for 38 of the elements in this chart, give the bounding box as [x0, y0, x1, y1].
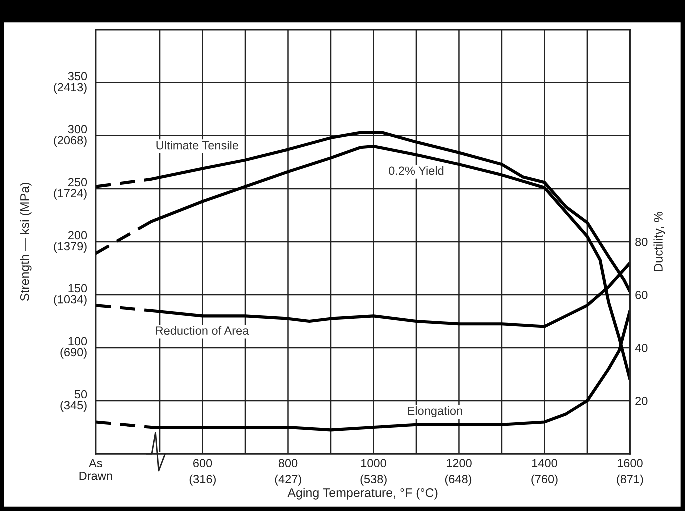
y-tick-label: 250 [68, 178, 88, 187]
y2-tick-label: 60 [636, 291, 648, 300]
x-tick-label: 600 [194, 459, 212, 468]
series-label: Reduction of Area [156, 326, 250, 336]
y-tick-label: 100 [68, 337, 88, 346]
y3-tick-label: (690) [60, 348, 87, 359]
x-tick-label: 1400 [532, 459, 558, 468]
x-tick-label: 1600 [618, 459, 643, 468]
x2-tick-label: (427) [275, 474, 302, 486]
series-label: Elongation [408, 406, 462, 418]
y3-tick-label: (2068) [54, 136, 87, 147]
x-tick-label: As Drawn [80, 459, 112, 480]
x-tick-label: 1200 [446, 459, 472, 468]
y-tick-label: 350 [68, 72, 88, 81]
y-tick-label: 50 [74, 390, 88, 399]
y-tick-label: 150 [68, 284, 88, 293]
y3-tick-label: (2413) [54, 82, 87, 94]
y2-tick-label: 80 [636, 238, 648, 246]
series-label: Ultimate Tensile [156, 141, 238, 150]
y-tick-label: 200 [68, 231, 88, 240]
y3-tick-label: (1379) [54, 242, 87, 253]
x2-tick-label: (871) [617, 474, 644, 486]
x-tick-label: 1000 [362, 459, 386, 468]
series-label: 0.2% Yield [389, 166, 444, 176]
x2-tick-label: (648) [445, 474, 472, 486]
y2-tick-label: 40 [635, 344, 648, 352]
x2-tick-label: (760) [532, 474, 558, 486]
y3-tick-label: (345) [60, 400, 87, 412]
x-tick-label: 800 [278, 459, 298, 468]
y2-axis-title: Ductility, % [654, 212, 666, 272]
y2-tick-label: 20 [636, 397, 648, 406]
y-axis-title: Strength — ksi (MPa) [20, 182, 32, 302]
x-axis-title: Aging Temperature, °F (°C) [288, 488, 438, 500]
y3-tick-label: (1034) [54, 295, 87, 306]
y3-tick-label: (1724) [54, 188, 87, 200]
x2-tick-label: (538) [360, 474, 387, 486]
x2-tick-label: (316) [190, 474, 216, 486]
y-tick-label: 300 [68, 125, 88, 134]
